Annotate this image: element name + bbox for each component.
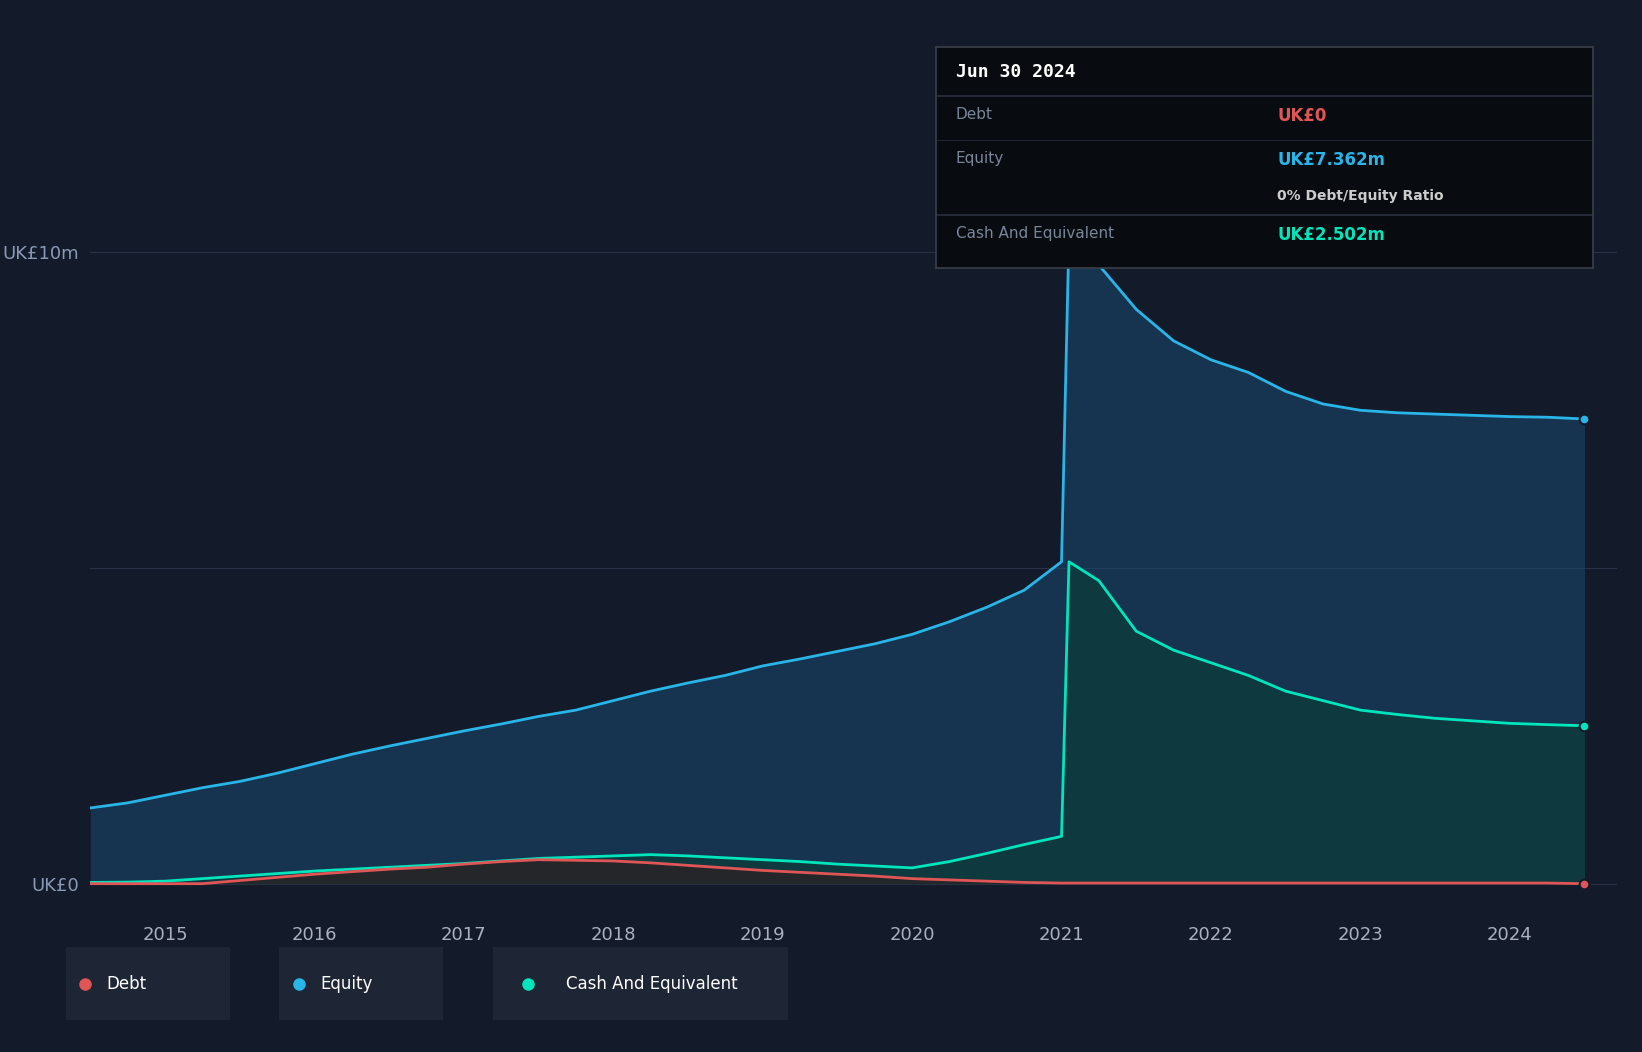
Text: Debt: Debt bbox=[956, 107, 993, 122]
Text: UK£7.362m: UK£7.362m bbox=[1277, 151, 1386, 169]
Text: Cash And Equivalent: Cash And Equivalent bbox=[566, 974, 739, 993]
Text: Equity: Equity bbox=[956, 151, 1003, 166]
Text: UK£0: UK£0 bbox=[1277, 107, 1327, 125]
Text: Equity: Equity bbox=[320, 974, 373, 993]
Text: Jun 30 2024: Jun 30 2024 bbox=[956, 63, 1076, 81]
Text: UK£2.502m: UK£2.502m bbox=[1277, 226, 1386, 244]
Text: 0% Debt/Equity Ratio: 0% Debt/Equity Ratio bbox=[1277, 188, 1443, 203]
Text: Debt: Debt bbox=[107, 974, 146, 993]
Text: Cash And Equivalent: Cash And Equivalent bbox=[956, 226, 1113, 241]
